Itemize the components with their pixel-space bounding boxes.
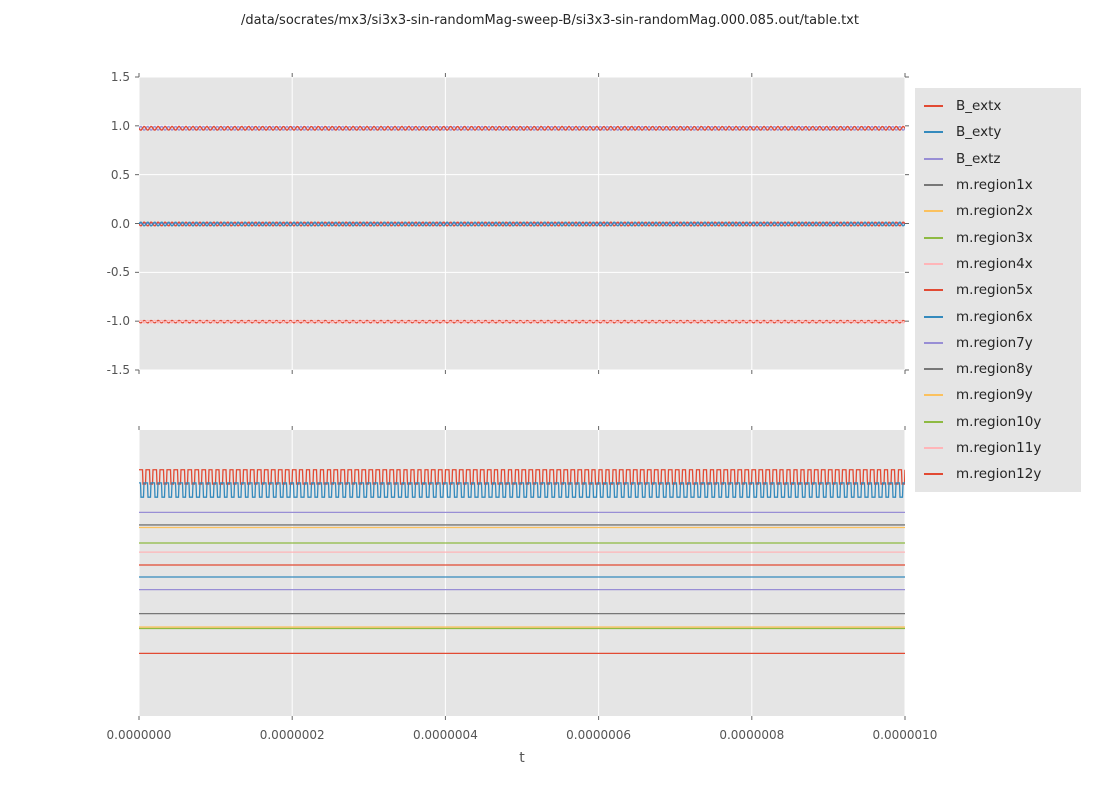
y-tick-label: -1.0	[106, 314, 130, 329]
legend-entry: m.region10y	[915, 409, 1081, 435]
series-square-wave-blue	[139, 482, 905, 498]
figure-title: /data/socrates/mx3/si3x3-sin-randomMag-s…	[241, 13, 859, 28]
legend-entry: B_extz	[915, 146, 1081, 172]
legend-entry: m.region7y	[915, 330, 1081, 356]
legend-entry: m.region12y	[915, 461, 1081, 487]
legend-line-swatch	[924, 236, 943, 239]
legend-entry-label: m.region8y	[956, 361, 1033, 378]
x-tick-label: 0.0000000	[106, 728, 172, 742]
legend-entry: m.region4x	[915, 251, 1081, 277]
legend-line-swatch	[924, 184, 943, 187]
legend-line-swatch	[924, 447, 943, 449]
legend-entry: m.region2x	[915, 198, 1081, 224]
x-tick-label: 0.0000006	[566, 728, 632, 742]
series-B_exty-blue-at-0	[139, 221, 905, 227]
legend-line-swatch	[924, 210, 943, 213]
legend-entry: B_exty	[915, 119, 1081, 145]
legend-line-swatch	[924, 105, 943, 108]
series-square-wave-red	[139, 469, 905, 485]
legend-entry-label: m.region9y	[956, 387, 1033, 404]
x-tick-label: 0.0000008	[719, 728, 785, 742]
legend-entry: m.region5x	[915, 277, 1081, 303]
top-axes	[135, 73, 909, 374]
x-tick-label: 0.0000004	[412, 728, 478, 742]
legend-line-swatch	[924, 473, 943, 476]
x-axis-label: t	[519, 750, 525, 766]
legend-entry: B_extx	[915, 93, 1081, 119]
y-tick-label: 1.0	[110, 118, 130, 133]
legend-entry-label: B_extz	[956, 150, 1001, 167]
series-pink-line-at-neg1	[139, 319, 905, 324]
y-tick-label: 0.5	[110, 167, 130, 182]
legend-entry: m.region1x	[915, 172, 1081, 198]
legend-entry-label: m.region7y	[956, 334, 1033, 351]
legend-entry-label: m.region12y	[956, 466, 1042, 483]
legend-line-swatch	[924, 368, 943, 371]
legend-entry: m.region6x	[915, 303, 1081, 329]
y-tick-label: 1.5	[110, 70, 130, 84]
legend-entry-label: m.region6x	[956, 308, 1033, 325]
legend-entry: m.region8y	[915, 356, 1081, 382]
legend-line-swatch	[924, 341, 943, 344]
legend-line-swatch	[924, 131, 943, 134]
legend-line-swatch	[924, 315, 943, 318]
series-B_extx-red-near-1	[139, 125, 905, 132]
y-tick-label: -1.5	[106, 363, 130, 377]
legend-line-swatch	[924, 420, 943, 423]
legend-entry-label: m.region10y	[956, 413, 1042, 430]
legend-line-swatch	[924, 157, 943, 160]
legend-entry: m.region9y	[915, 382, 1081, 408]
legend-line-swatch	[924, 289, 943, 292]
x-tick-label: 0.0000010	[872, 728, 938, 742]
legend-entry: m.region11y	[915, 435, 1081, 461]
legend-entry-label: m.region11y	[956, 440, 1042, 456]
legend-line-swatch	[924, 394, 943, 397]
x-tick-label: 0.0000002	[259, 728, 325, 742]
legend-entry-label: B_extx	[956, 98, 1002, 115]
y-tick-label: 0.0	[110, 216, 130, 231]
legend-entry-label: m.region3x	[956, 229, 1033, 246]
legend: B_extx B_exty B_extz m.region1x m.region2x m.…	[915, 88, 1081, 493]
legend-entry-label: m.region4x	[956, 255, 1033, 272]
legend-line-swatch	[924, 262, 943, 265]
bottom-axes	[138, 426, 906, 720]
legend-entry: m.region3x	[915, 224, 1081, 250]
legend-entry-label: m.region5x	[956, 282, 1033, 299]
legend-entry-label: B_exty	[956, 124, 1002, 141]
y-tick-label: -0.5	[106, 265, 130, 280]
legend-entry-label: m.region1x	[956, 177, 1033, 194]
legend-entry-label: m.region2x	[956, 203, 1033, 220]
